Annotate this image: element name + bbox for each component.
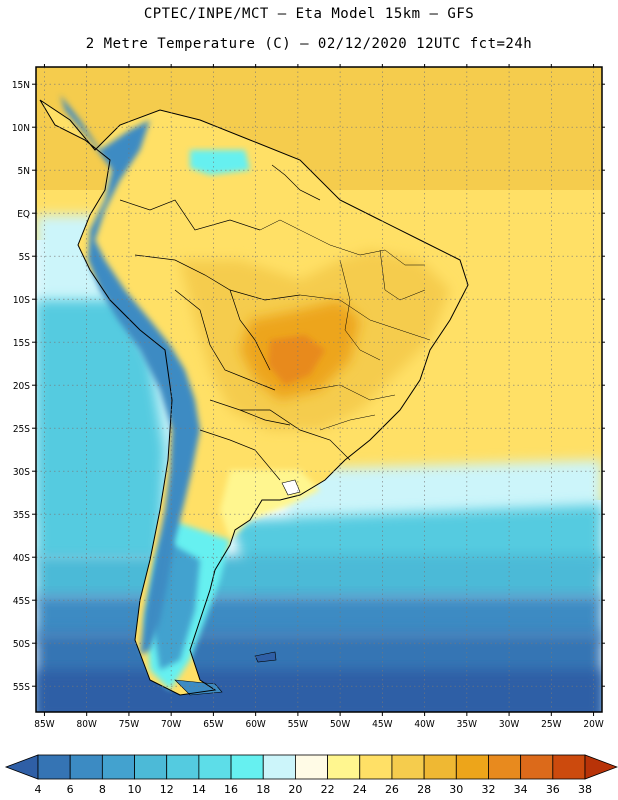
map-frame	[35, 66, 603, 713]
colorbar-label: 6	[67, 783, 74, 796]
lat-tick-label: 5N	[18, 166, 30, 177]
andes-cold	[60, 95, 200, 655]
ocean-pacific-mid	[36, 300, 165, 560]
lat-tick-label: 35S	[13, 510, 30, 521]
colorbar-label: 18	[256, 783, 270, 796]
lon-tick-label: 55W	[288, 719, 308, 730]
lon-tick-label: 60W	[245, 719, 265, 730]
lon-tick-label: 50W	[330, 719, 350, 730]
land-hottest-core	[268, 335, 325, 385]
lat-tick-label: 40S	[13, 553, 30, 564]
colorbar-box	[69, 754, 103, 780]
colorbar-box	[230, 754, 264, 780]
lat-tick-label: 50S	[13, 639, 30, 650]
colorbar-box	[166, 754, 200, 780]
colorbar-label: 36	[546, 783, 560, 796]
title-line-1: CPTEC/INPE/MCT – Eta Model 15km – GFS	[143, 6, 475, 22]
colorbar-arrow-high	[584, 754, 618, 780]
lon-tick-label: 45W	[372, 719, 392, 730]
lat-tick-label: 5S	[19, 252, 31, 263]
lagoa-dos-patos	[281, 479, 301, 496]
colorbar-label: 14	[192, 783, 206, 796]
lon-tick-label: 75W	[119, 719, 139, 730]
lat-tick-label: 15N	[12, 80, 30, 91]
colorbar-box	[488, 754, 522, 780]
colorbar-box	[359, 754, 393, 780]
lon-tick-label: 80W	[77, 719, 97, 730]
state-borders	[259, 219, 431, 431]
lon-tick-label: 20W	[583, 719, 603, 730]
tierra-del-fuego	[174, 679, 223, 696]
colorbar-arrow-low	[4, 754, 39, 780]
lat-tick-label: 55S	[13, 682, 30, 693]
colorbar-label: 30	[449, 783, 463, 796]
colorbar-box	[455, 754, 489, 780]
colorbar-label: 34	[514, 783, 528, 796]
axis-ticks: 85W 80W 75W 70W 65W 60W 55W 50W 45W 40W 35W 30W 25W 2…	[12, 64, 605, 730]
venezuela-highlands	[190, 150, 250, 175]
lon-tick-label: 30W	[499, 719, 519, 730]
colorbar-box	[552, 754, 586, 780]
colorbar-label: 4	[35, 783, 42, 796]
colorbar-label: 10	[128, 783, 142, 796]
colorbar: 4 6 8 10 12 14 16 18 20 22 24 26 28 30 32 34 36 38	[4, 754, 618, 796]
colorbar-box	[391, 754, 425, 780]
colorbar-label: 22	[321, 783, 335, 796]
lat-tick-label: 15S	[13, 338, 30, 349]
colorbar-box	[198, 754, 232, 780]
ocean-south-cyan	[36, 555, 602, 600]
colorbar-label: 28	[417, 783, 431, 796]
lat-tick-label: 10N	[12, 123, 30, 134]
colorbar-box	[134, 754, 168, 780]
lon-tick-label: 40W	[414, 719, 434, 730]
falkland-islands	[254, 651, 277, 663]
coastline	[39, 99, 469, 696]
colorbar-label: 8	[99, 783, 106, 796]
colorbar-box	[295, 754, 328, 780]
ocean-south-deepest	[36, 670, 602, 712]
lon-tick-label: 35W	[457, 719, 477, 730]
lat-tick-label: 30S	[13, 467, 30, 478]
colorbar-label: 26	[385, 783, 399, 796]
colorbar-box	[520, 754, 554, 780]
colorbar-label: 20	[288, 783, 302, 796]
lat-tick-label: EQ	[17, 209, 30, 220]
colorbar-label: 38	[578, 783, 592, 796]
lon-tick-label: 70W	[161, 719, 181, 730]
lon-tick-label: 85W	[34, 719, 54, 730]
colorbar-box	[423, 754, 457, 780]
lat-tick-label: 10S	[13, 295, 30, 306]
colorbar-label: 24	[353, 783, 367, 796]
lat-tick-label: 25S	[13, 424, 30, 435]
colorbar-label: 12	[160, 783, 174, 796]
lon-tick-label: 65W	[203, 719, 223, 730]
lat-tick-label: 20S	[13, 381, 30, 392]
lat-tick-label: 45S	[13, 596, 30, 607]
colorbar-label: 32	[481, 783, 495, 796]
lon-tick-label: 25W	[541, 719, 561, 730]
colorbar-box	[101, 754, 135, 780]
colorbar-label: 16	[224, 783, 238, 796]
colorbar-box	[37, 754, 71, 780]
colorbar-box	[262, 754, 296, 780]
colorbar-box	[327, 754, 361, 780]
title-line-2: 2 Metre Temperature (C) – 02/12/2020 12U…	[85, 36, 533, 52]
